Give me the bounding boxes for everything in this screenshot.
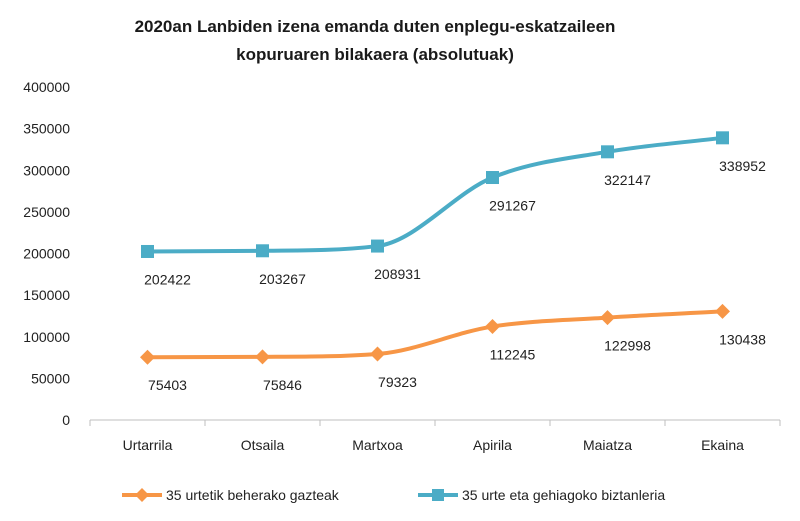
data-label: 202422 — [144, 271, 191, 287]
data-point-marker — [600, 310, 615, 326]
y-tick-label: 250000 — [23, 204, 70, 220]
data-point-marker — [432, 489, 444, 501]
legend-label: 35 urtetik beherako gazteak — [166, 487, 340, 503]
y-tick-label: 0 — [62, 412, 70, 428]
data-point-marker — [601, 145, 614, 159]
chart-title-line-2: kopuruaren bilakaera (absolutuak) — [236, 45, 514, 64]
data-label: 79323 — [378, 374, 417, 390]
data-point-marker — [371, 239, 384, 253]
x-axis-tick-labels: Urtarrila Otsaila Martxoa Apirila Maiatza Eka… — [89, 420, 781, 453]
x-tick-label: Martxoa — [352, 437, 403, 453]
series-line — [145, 309, 725, 360]
series-line — [145, 135, 725, 254]
data-point-marker — [141, 244, 154, 258]
y-tick-label: 200000 — [23, 246, 70, 262]
legend-item: 35 urte eta gehiagoko biztanleria — [418, 487, 665, 503]
series-youth: 75403 75846 79323 112245 122998 130438 — [140, 303, 766, 393]
y-tick-label: 300000 — [23, 162, 70, 178]
data-label: 208931 — [374, 266, 421, 282]
data-point-marker — [486, 171, 499, 185]
data-label: 130438 — [719, 331, 766, 347]
data-label: 338952 — [719, 158, 766, 174]
data-label: 203267 — [259, 271, 306, 287]
data-point-marker — [140, 349, 155, 365]
data-label: 75403 — [148, 377, 187, 393]
y-tick-label: 400000 — [23, 79, 70, 95]
legend-item: 35 urtetik beherako gazteak — [122, 487, 340, 503]
data-point-marker — [715, 303, 730, 319]
y-tick-label: 350000 — [23, 121, 70, 137]
data-point-marker — [716, 131, 729, 145]
x-tick-label: Maiatza — [583, 437, 632, 453]
data-label: 322147 — [604, 172, 651, 188]
data-point-marker — [485, 319, 500, 335]
data-label: 122998 — [604, 338, 651, 354]
x-tick-label: Urtarrila — [123, 437, 173, 453]
data-point-marker — [135, 488, 149, 502]
x-tick-label: Apirila — [473, 437, 512, 453]
data-point-marker — [256, 244, 269, 258]
y-axis-tick-labels: 0 50000 100000 150000 200000 250000 300000 3500… — [23, 79, 70, 428]
legend-label: 35 urte eta gehiagoko biztanleria — [462, 487, 665, 503]
series-adults: 202422 203267 208931 291267 322147 338952 — [141, 131, 766, 287]
data-label: 75846 — [263, 377, 302, 393]
data-label: 291267 — [489, 198, 536, 214]
chart-title-line-1: 2020an Lanbiden izena emanda duten enple… — [135, 17, 616, 36]
x-tick-label: Ekaina — [701, 437, 744, 453]
legend: 35 urtetik beherako gazteak 35 urte eta g… — [122, 487, 665, 503]
y-tick-label: 50000 — [31, 370, 70, 386]
y-tick-label: 100000 — [23, 329, 70, 345]
y-tick-label: 150000 — [23, 287, 70, 303]
data-label: 112245 — [490, 347, 536, 363]
data-point-marker — [255, 349, 270, 365]
data-point-marker — [370, 346, 385, 362]
x-tick-label: Otsaila — [241, 437, 285, 453]
